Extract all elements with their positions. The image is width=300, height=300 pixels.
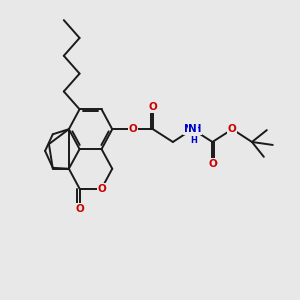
Text: O: O: [208, 159, 217, 169]
Text: O: O: [129, 124, 137, 134]
Text: O: O: [228, 124, 237, 134]
Text: O: O: [148, 103, 157, 112]
Text: H: H: [190, 136, 197, 145]
Text: O: O: [97, 184, 106, 194]
Text: NH: NH: [184, 124, 201, 134]
Text: O: O: [129, 124, 137, 134]
Text: N: N: [188, 124, 197, 134]
Text: O: O: [208, 159, 217, 169]
Text: O: O: [148, 103, 157, 112]
Text: O: O: [75, 204, 84, 214]
Text: O: O: [228, 124, 237, 134]
Text: O: O: [97, 184, 106, 194]
Text: O: O: [75, 204, 84, 214]
